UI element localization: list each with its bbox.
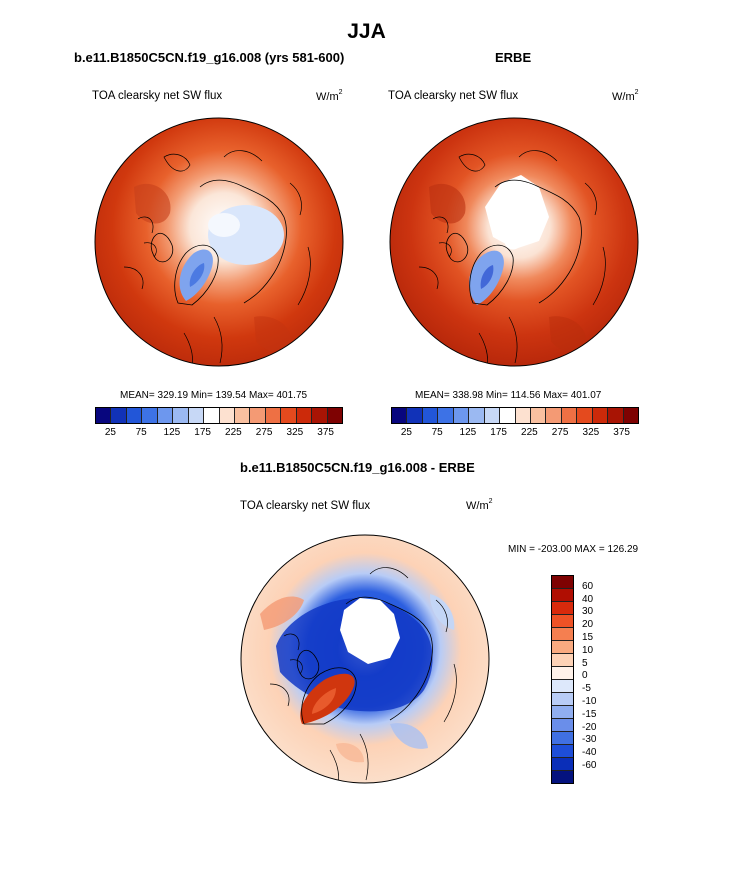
panel1-colorbar [95,407,343,424]
colorbar-swatch [552,719,573,732]
colorbar-swatch [500,408,516,423]
colorbar-swatch [484,408,501,423]
figure-title: JJA [347,20,386,43]
colorbar-swatch [546,408,562,423]
colorbar-tick-label: 15 [582,632,594,643]
panel1-units: W/m2 [316,89,343,103]
colorbar-tick-label: 0 [582,670,588,682]
colorbar-swatch [469,408,485,423]
colorbar-swatch [530,408,547,423]
colorbar-swatch [552,732,573,745]
colorbar-swatch [608,408,624,423]
colorbar-tick-label: 325 [582,427,600,438]
colorbar-swatch [96,408,112,423]
colorbar-swatch [407,408,423,423]
colorbar-swatch [552,680,573,693]
colorbar-tick-label: 10 [582,644,594,656]
panel2-variable-label: TOA clearsky net SW flux [388,90,519,102]
colorbar-tick-label: 40 [582,593,594,605]
colorbar-tick-label: 175 [194,427,211,438]
colorbar-tick-label: 375 [317,427,334,438]
panel2-polar-map [389,117,639,367]
colorbar-swatch [250,408,266,423]
colorbar-swatch [552,576,573,589]
colorbar-swatch [111,408,127,423]
colorbar-tick-label: 275 [255,427,273,438]
panel2-stats: MEAN= 338.98 Min= 114.56 Max= 401.07 [415,390,602,401]
colorbar-swatch [552,602,573,615]
colorbar-swatch [552,589,573,602]
colorbar-tick-label: -15 [582,708,597,720]
panel3-colorbar [551,575,574,784]
colorbar-swatch [552,706,573,719]
colorbar-swatch [552,641,573,654]
colorbar-tick-label: -40 [582,747,597,759]
colorbar-swatch [592,408,609,423]
colorbar-tick-label: 325 [286,427,304,438]
panel2-units: W/m2 [612,89,639,103]
colorbar-tick-label: 30 [582,606,594,618]
colorbar-swatch [312,408,328,423]
colorbar-swatch [173,408,189,423]
colorbar-tick-label: 75 [431,427,443,438]
colorbar-swatch [552,667,573,680]
panel2-subtitle: ERBE [495,50,532,65]
colorbar-tick-label: 175 [490,427,507,438]
colorbar-swatch [281,408,297,423]
colorbar-swatch [552,628,573,641]
colorbar-tick-label: 125 [163,427,181,438]
colorbar-swatch [142,408,158,423]
colorbar-tick-label: -30 [582,734,597,746]
colorbar-swatch [552,745,573,758]
colorbar-swatch [126,408,143,423]
colorbar-swatch [438,408,454,423]
colorbar-tick-label: -20 [582,721,597,733]
colorbar-tick-label: 20 [582,619,594,631]
panel3-polar-map [240,534,490,784]
colorbar-tick-label: -5 [582,683,591,695]
colorbar-tick-label: 125 [459,427,477,438]
colorbar-swatch [157,408,174,423]
panel1-subtitle: b.e11.B1850C5CN.f19_g16.008 (yrs 581-600… [74,50,345,65]
colorbar-swatch [327,408,342,423]
panel3-stats: MIN = -203.00 MAX = 126.29 [508,544,639,555]
colorbar-swatch [422,408,439,423]
colorbar-tick-label: -60 [582,760,597,771]
colorbar-swatch [453,408,470,423]
colorbar-swatch [234,408,251,423]
colorbar-tick-label: 275 [551,427,569,438]
colorbar-swatch [204,408,220,423]
colorbar-swatch [219,408,235,423]
colorbar-swatch [188,408,205,423]
panel1-variable-label: TOA clearsky net SW flux [92,90,223,102]
colorbar-swatch [265,408,282,423]
colorbar-swatch [552,758,573,771]
panel3-subtitle: b.e11.B1850C5CN.f19_g16.008 - ERBE [240,460,475,475]
colorbar-swatch [515,408,531,423]
colorbar-tick-label: 60 [582,580,594,592]
panel3-variable-label: TOA clearsky net SW flux [240,500,371,512]
panel2-colorbar [391,407,639,424]
colorbar-swatch [552,654,573,667]
colorbar-swatch [552,693,573,706]
colorbar-swatch [296,408,313,423]
colorbar-tick-label: 225 [521,427,538,438]
panel1-stats: MEAN= 329.19 Min= 139.54 Max= 401.75 [120,390,308,401]
colorbar-swatch [623,408,638,423]
colorbar-tick-label: 25 [400,427,412,438]
colorbar-tick-label: 25 [104,427,116,438]
colorbar-tick-label: 5 [582,657,588,669]
panel3-units: W/m2 [466,498,493,512]
colorbar-swatch [392,408,408,423]
colorbar-swatch [552,771,573,783]
colorbar-tick-label: -10 [582,696,597,707]
colorbar-swatch [561,408,578,423]
colorbar-tick-label: 225 [225,427,242,438]
colorbar-tick-label: 375 [613,427,630,438]
colorbar-tick-label: 75 [135,427,147,438]
panel1-polar-map [94,117,344,367]
colorbar-swatch [577,408,593,423]
colorbar-swatch [552,615,573,628]
